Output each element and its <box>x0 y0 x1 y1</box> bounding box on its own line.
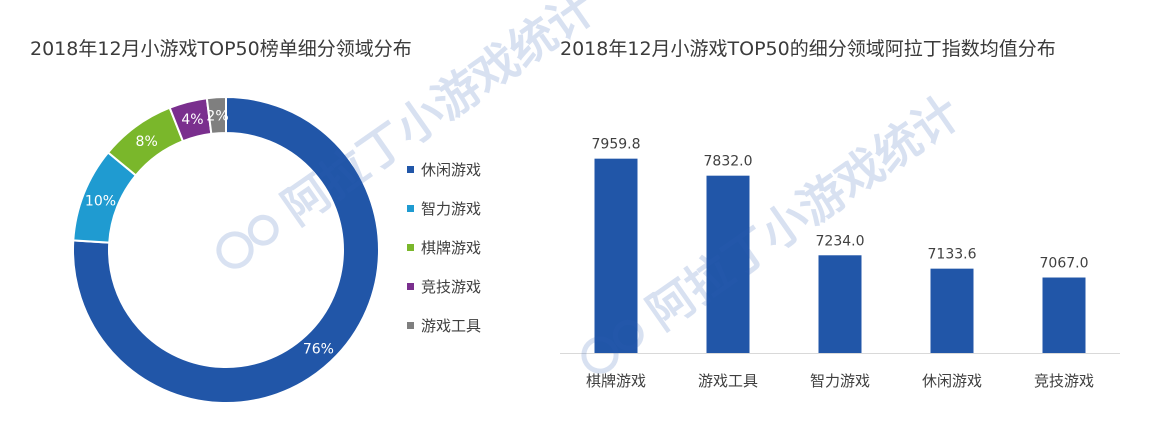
x-tick-label: 竞技游戏 <box>1034 372 1094 390</box>
legend-label: 竞技游戏 <box>421 278 482 296</box>
legend-item: 棋牌游戏 <box>407 228 481 267</box>
legend-label: 棋牌游戏 <box>421 239 482 257</box>
bar-panel: 2018年12月小游戏TOP50的细分领域阿拉丁指数均值分布 7959.8 棋牌游… <box>560 0 1152 422</box>
bar-value-label: 7133.6 <box>928 247 977 263</box>
legend-item: 游戏工具 <box>407 306 481 345</box>
donut-slice-1 <box>72 95 380 404</box>
donut-chart: 76% 10% 8% 4% 2% <box>72 95 380 404</box>
legend-swatch <box>407 244 414 251</box>
legend-item: 竞技游戏 <box>407 267 481 306</box>
donut-data-label: 10% <box>85 193 116 209</box>
legend-label: 休闲游戏 <box>421 161 482 179</box>
x-tick-label: 休闲游戏 <box>922 372 982 390</box>
donut-slice-5 <box>205 95 227 136</box>
bar-chart-title: 2018年12月小游戏TOP50的细分领域阿拉丁指数均值分布 <box>560 38 1056 60</box>
bar-2 <box>706 175 750 353</box>
legend-label: 智力游戏 <box>421 200 482 218</box>
bar-value-label: 7832.0 <box>704 154 753 170</box>
bar-chart: 7959.8 棋牌游戏 7832.0 游戏工具 7234.0 智力游戏 7133.6 休闲游戏… <box>560 137 1120 390</box>
legend-item: 智力游戏 <box>407 189 481 228</box>
donut-data-label: 76% <box>303 341 334 357</box>
x-tick-label: 游戏工具 <box>698 372 758 390</box>
donut-data-label: 4% <box>181 112 203 128</box>
bar-4 <box>930 268 974 353</box>
legend-swatch <box>407 166 414 173</box>
legend-swatch <box>407 205 414 212</box>
bar-value-label: 7234.0 <box>816 233 865 249</box>
legend-label: 游戏工具 <box>421 317 482 335</box>
donut-panel: 2018年12月小游戏TOP50榜单细分领域分布 76% 10% 8% 4% 2% 休闲… <box>0 0 560 422</box>
legend-swatch <box>407 322 414 329</box>
x-tick-label: 智力游戏 <box>810 372 870 390</box>
donut-data-label: 8% <box>136 134 158 150</box>
donut-legend: 休闲游戏智力游戏棋牌游戏竞技游戏游戏工具 <box>407 150 481 345</box>
legend-swatch <box>407 283 414 290</box>
donut-chart-title: 2018年12月小游戏TOP50榜单细分领域分布 <box>30 38 412 60</box>
bar-value-label: 7067.0 <box>1040 256 1089 272</box>
x-tick-label: 棋牌游戏 <box>586 372 646 390</box>
bar-1 <box>594 158 638 353</box>
bar-value-label: 7959.8 <box>592 137 641 153</box>
bar-3 <box>818 255 862 353</box>
donut-data-label: 2% <box>206 108 228 124</box>
legend-item: 休闲游戏 <box>407 150 481 189</box>
bar-5 <box>1042 277 1086 353</box>
